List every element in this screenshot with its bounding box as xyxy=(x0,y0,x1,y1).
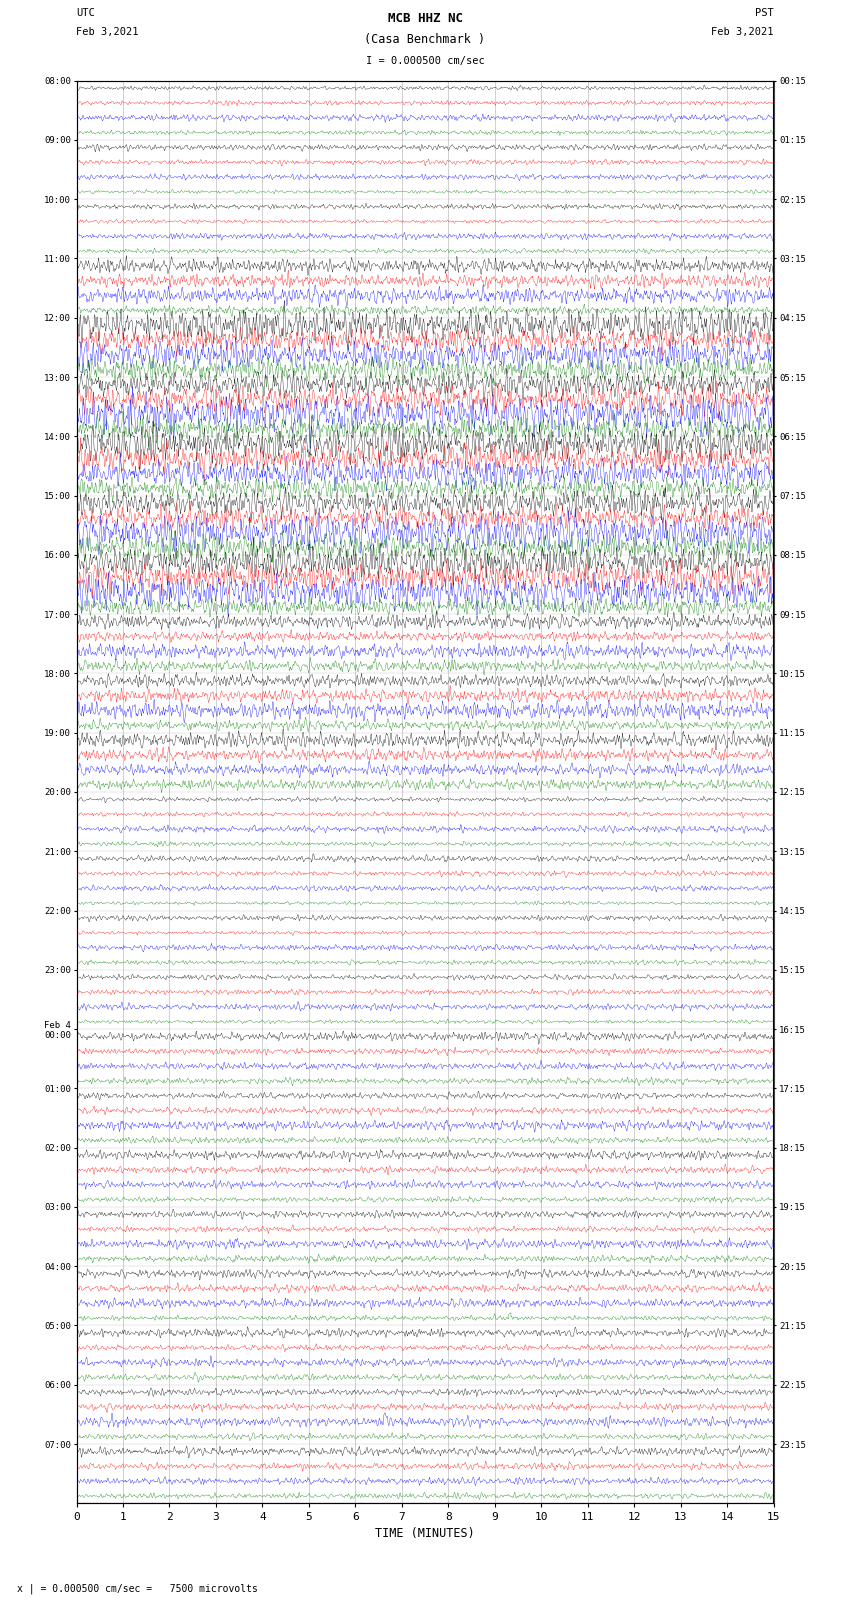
Text: MCB HHZ NC: MCB HHZ NC xyxy=(388,11,462,26)
Text: Feb 3,2021: Feb 3,2021 xyxy=(76,27,139,37)
Text: Feb 3,2021: Feb 3,2021 xyxy=(711,27,774,37)
Text: UTC: UTC xyxy=(76,8,95,18)
Text: (Casa Benchmark ): (Casa Benchmark ) xyxy=(365,32,485,47)
Text: PST: PST xyxy=(755,8,774,18)
Text: x | = 0.000500 cm/sec =   7500 microvolts: x | = 0.000500 cm/sec = 7500 microvolts xyxy=(17,1582,258,1594)
X-axis label: TIME (MINUTES): TIME (MINUTES) xyxy=(375,1526,475,1539)
Text: I = 0.000500 cm/sec: I = 0.000500 cm/sec xyxy=(366,56,484,66)
